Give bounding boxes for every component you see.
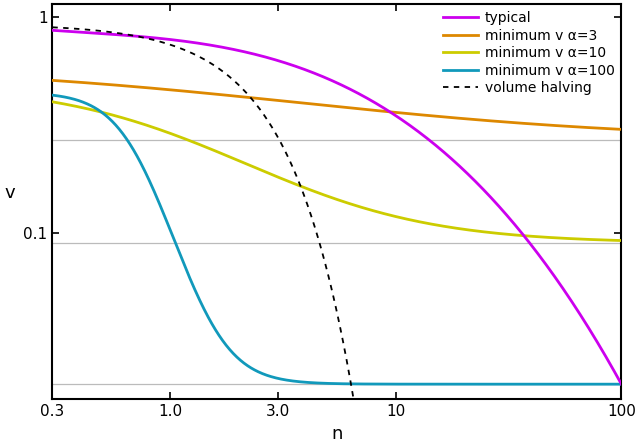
volume halving [79,26,87,32]
minimum v α=10 [618,238,625,243]
minimum v α=10 [480,229,488,235]
minimum v α=100 [618,381,625,387]
volume halving [259,110,266,115]
minimum v α=10 [379,211,387,216]
X-axis label: n: n [331,425,342,443]
typical [538,257,546,262]
minimum v α=100 [83,101,91,106]
minimum v α=10 [394,215,402,220]
minimum v α=3 [49,78,56,83]
typical [618,381,625,387]
minimum v α=100 [379,381,387,387]
volume halving [252,101,260,107]
Line: minimum v α=100: minimum v α=100 [52,95,621,384]
minimum v α=3 [618,127,625,132]
minimum v α=100 [394,381,402,387]
minimum v α=3 [379,109,387,114]
minimum v α=3 [411,112,419,117]
minimum v α=3 [538,122,546,127]
typical [480,187,488,193]
minimum v α=10 [411,218,419,224]
minimum v α=10 [49,99,56,105]
Line: minimum v α=10: minimum v α=10 [52,102,621,240]
typical [49,28,56,33]
typical [394,114,402,120]
minimum v α=3 [83,80,91,85]
minimum v α=100 [480,381,488,387]
Y-axis label: v: v [4,184,15,202]
minimum v α=3 [480,118,488,123]
minimum v α=100 [49,93,56,98]
minimum v α=3 [394,110,402,115]
minimum v α=10 [83,106,91,111]
typical [83,30,91,35]
Line: minimum v α=3: minimum v α=3 [52,80,621,129]
Line: typical: typical [52,30,621,384]
volume halving [49,25,56,30]
minimum v α=100 [538,381,546,387]
typical [411,127,419,132]
volume halving [233,80,241,86]
Legend: typical, minimum v α=3, minimum v α=10, minimum v α=100, volume halving: typical, minimum v α=3, minimum v α=10, … [443,11,614,95]
Line: volume halving: volume halving [52,27,364,447]
volume halving [319,253,327,258]
minimum v α=100 [411,381,419,387]
minimum v α=10 [538,234,546,240]
volume halving [125,32,132,38]
typical [379,105,387,110]
